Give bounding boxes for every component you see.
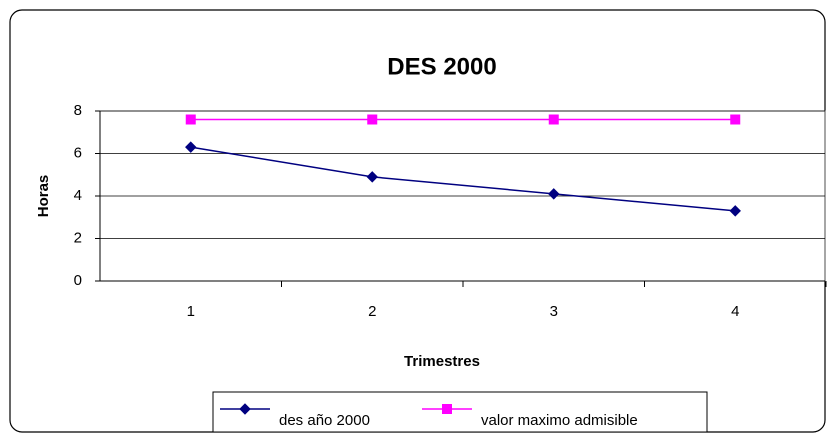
y-tick-label: 0: [74, 272, 82, 289]
data-point: [367, 114, 378, 125]
x-tick-label: 1: [187, 303, 195, 320]
chart-title: DES 2000: [387, 53, 496, 80]
data-point: [548, 114, 559, 125]
x-axis-label: Trimestres: [404, 353, 480, 370]
x-tick-label: 2: [368, 303, 376, 320]
legend: [212, 391, 708, 433]
series-line: [190, 146, 736, 212]
data-point: [730, 114, 741, 125]
y-axis-label: Horas: [35, 175, 52, 218]
legend-marker: [442, 404, 452, 414]
data-point: [185, 114, 196, 125]
data-point: [548, 188, 560, 200]
y-tick-label: 4: [74, 187, 82, 204]
x-tick-label: 3: [550, 303, 558, 320]
legend-label: des año 2000: [279, 412, 370, 429]
x-tick-label: 4: [731, 303, 739, 320]
y-tick-label: 8: [74, 102, 82, 119]
data-point: [185, 141, 197, 153]
data-point: [366, 171, 378, 183]
y-tick-label: 2: [74, 229, 82, 246]
legend-label: valor maximo admisible: [481, 412, 638, 429]
legend-marker: [239, 403, 251, 415]
data-point: [729, 205, 741, 217]
y-tick-label: 6: [74, 144, 82, 161]
